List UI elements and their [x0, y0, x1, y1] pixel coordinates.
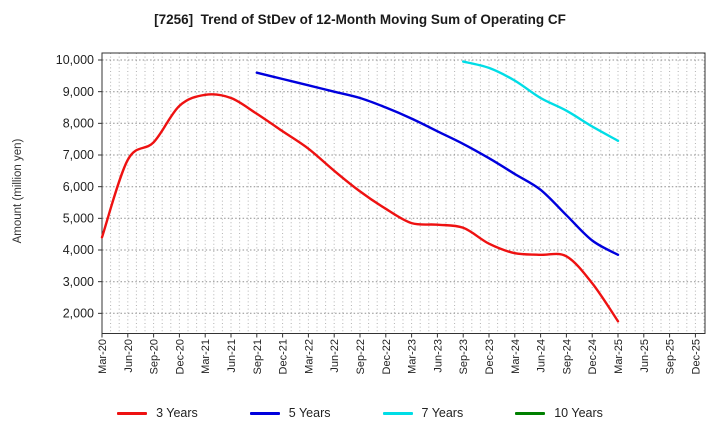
x-tick-label: Mar-25 [613, 339, 625, 374]
x-tick-label: Sep-22 [355, 339, 367, 374]
x-tick-label: Mar-24 [510, 339, 522, 374]
x-tick-label: Jun-22 [329, 339, 341, 373]
x-tick-label: Dec-25 [690, 339, 702, 374]
legend-label-3-years: 3 Years [156, 406, 198, 420]
x-tick-label: Dec-24 [587, 339, 599, 374]
x-tick-label: Sep-25 [665, 339, 677, 374]
x-tick-label: Jun-24 [536, 339, 548, 373]
series-line-7-years [462, 60, 620, 142]
y-tick-label: 6,000 [63, 180, 94, 194]
x-tick-label: Mar-23 [407, 339, 419, 374]
legend-line-sample-5-years [249, 411, 280, 415]
legend-line-sample-3-years [117, 411, 148, 415]
chart-title: [7256] Trend of StDev of 12-Month Moving… [154, 12, 566, 27]
y-tick-label: 8,000 [63, 117, 94, 131]
legend-label-5-years: 5 Years [288, 406, 331, 420]
x-tick-label: Sep-23 [458, 339, 470, 374]
y-tick-label: 3,000 [63, 275, 94, 289]
y-tick-label: 5,000 [63, 212, 94, 226]
x-tick-label: Sep-20 [149, 339, 161, 374]
x-tick-label: Mar-22 [303, 339, 315, 374]
x-tick-label: Jun-25 [639, 339, 651, 373]
legend-item-3-years: 3 Years [117, 406, 198, 420]
y-tick-label: 7,000 [63, 148, 94, 162]
legend-label-10-years: 10 Years [554, 406, 603, 420]
y-tick-label: 10,000 [56, 53, 94, 67]
legend-line-sample-7-years [382, 411, 413, 415]
x-tick-label: Sep-24 [561, 339, 573, 374]
x-tick-label: Jun-20 [123, 339, 135, 373]
series-lines [100, 60, 620, 323]
x-tick-label: Mar-20 [97, 339, 109, 374]
x-tick-label: Dec-22 [381, 339, 393, 374]
x-tick-label: Jun-23 [432, 339, 444, 373]
x-tick-label: Dec-20 [174, 339, 186, 374]
y-tick-label: 4,000 [63, 243, 94, 257]
series-line-5-years [255, 71, 620, 256]
series-line-3-years [100, 93, 620, 323]
x-tick-label: Jun-21 [226, 339, 238, 373]
legend-label-7-years: 7 Years [421, 406, 464, 420]
axes: 2,000 3,000 4,000 5,000 6,000 7,000 8,000 9,000… [56, 52, 706, 374]
y-tick-label: 2,000 [63, 307, 94, 321]
x-tick-label: Mar-21 [200, 339, 212, 374]
legend-item-7-years: 7 Years [382, 406, 464, 420]
legend-line-sample-10-years [515, 411, 546, 415]
x-tick-label: Dec-21 [278, 339, 290, 374]
y-tick-label: 9,000 [63, 85, 94, 99]
legend-item-5-years: 5 Years [249, 406, 331, 420]
x-tick-label: Dec-23 [484, 339, 496, 374]
chart-legend: 3 Years 5 Years 7 Years 10 Years [0, 400, 720, 426]
gridlines [101, 53, 705, 334]
x-tick-label: Sep-21 [252, 339, 264, 374]
legend-item-10-years: 10 Years [515, 406, 603, 420]
